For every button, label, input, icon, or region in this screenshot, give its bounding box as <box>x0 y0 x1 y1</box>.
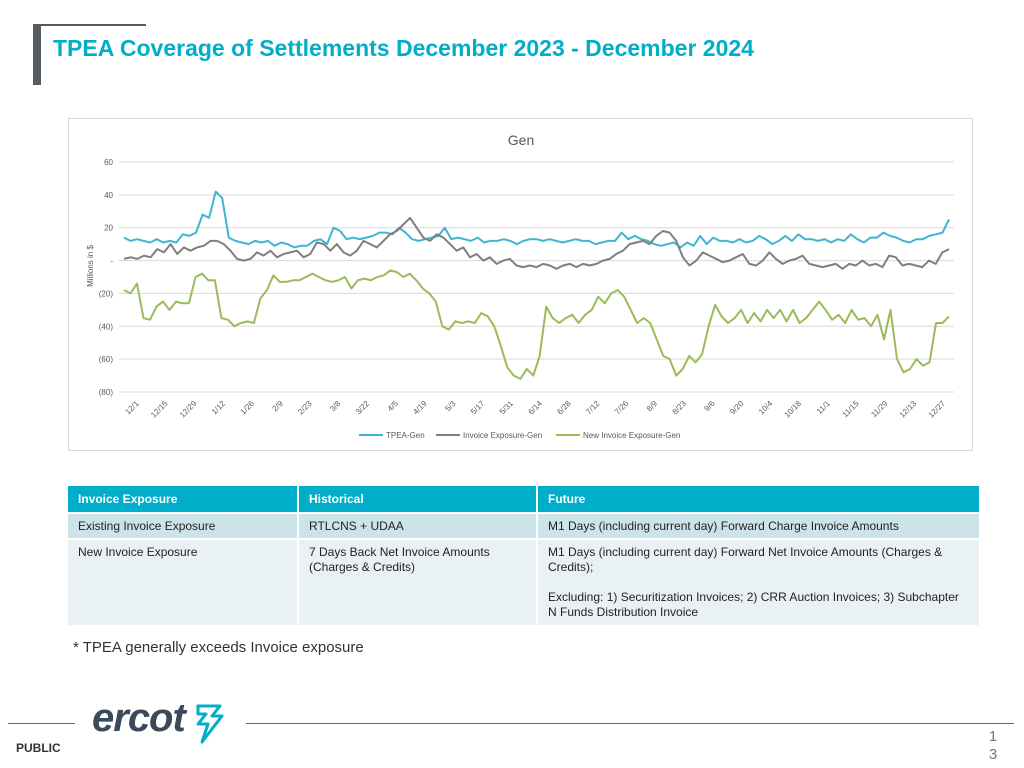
title-accent-line <box>33 24 146 26</box>
y-tick-label: 60 <box>104 158 113 167</box>
gen-line-chart: Gen Millions in $ 60 40 20 - (20) (40) (60) (80) 1… <box>86 132 954 440</box>
invoice-exposure-table: Invoice Exposure Historical Future Exist… <box>68 486 981 625</box>
x-tick-label: 12/1 <box>123 399 141 417</box>
x-tick-label: 2/23 <box>296 399 314 417</box>
x-tick-label: 8/9 <box>645 399 660 414</box>
footnote: * TPEA generally exceeds Invoice exposur… <box>73 639 364 656</box>
column-header: Future <box>537 486 981 513</box>
public-label: PUBLIC <box>16 741 61 755</box>
x-tick-label: 5/31 <box>498 399 516 417</box>
y-tick-label: 40 <box>104 191 113 200</box>
x-tick-label: 6/28 <box>555 399 573 417</box>
y-tick-label: (80) <box>99 388 114 397</box>
x-tick-label: 9/6 <box>702 399 717 414</box>
x-tick-label: 1/26 <box>239 399 257 417</box>
legend-label: TPEA-Gen <box>386 431 425 440</box>
y-axis-label: Millions in $ <box>86 245 95 287</box>
table-cell: M1 Days (including current day) Forward … <box>537 538 981 625</box>
x-tick-label: 12/15 <box>149 399 170 420</box>
y-tick-label: - <box>110 257 113 266</box>
title-accent-bar <box>33 24 41 85</box>
table-header-row: Invoice Exposure Historical Future <box>68 486 981 513</box>
invoice-exposure-gen-line <box>123 216 950 270</box>
x-tick-label: 5/3 <box>443 399 458 414</box>
table-cell: Existing Invoice Exposure <box>68 512 299 539</box>
page-title: TPEA Coverage of Settlements December 20… <box>53 35 754 61</box>
y-tick-label: (40) <box>99 322 114 331</box>
chart-container: Gen Millions in $ 60 40 20 - (20) (40) (60) (80) 1… <box>68 118 973 451</box>
footer-divider-right <box>246 723 1014 724</box>
new-invoice-exposure-gen-line <box>123 269 950 380</box>
chart-title: Gen <box>508 132 534 148</box>
x-tick-label: 5/17 <box>469 399 487 417</box>
table-cell: M1 Days (including current day) Forward … <box>537 512 981 539</box>
table-cell: 7 Days Back Net Invoice Amounts (Charges… <box>298 538 538 625</box>
x-tick-label: 4/19 <box>411 399 429 417</box>
x-tick-label: 10/18 <box>783 399 804 420</box>
x-tick-label: 10/4 <box>757 399 775 417</box>
x-tick-label: 3/8 <box>328 399 343 414</box>
x-tick-label: 9/20 <box>728 399 746 417</box>
x-tick-label: 11/15 <box>841 399 861 419</box>
table-row: New Invoice Exposure 7 Days Back Net Inv… <box>68 538 981 625</box>
x-tick-label: 7/26 <box>613 399 631 417</box>
x-tick-label: 6/14 <box>527 399 545 417</box>
x-tick-label: 11/29 <box>869 399 889 419</box>
page-number: 1 3 <box>988 728 998 763</box>
y-tick-label: 20 <box>104 224 113 233</box>
x-tick-label: 12/29 <box>178 399 199 420</box>
table-cell: RTLCNS + UDAA <box>298 512 538 539</box>
x-tick-label: 12/27 <box>926 399 947 420</box>
y-tick-label: (60) <box>99 355 114 364</box>
x-tick-label: 3/22 <box>354 399 372 417</box>
x-tick-label: 7/12 <box>584 399 602 417</box>
x-tick-label: 1/12 <box>210 399 228 417</box>
future-text-1: M1 Days (including current day) Forward … <box>548 545 943 574</box>
legend-label: New Invoice Exposure-Gen <box>583 431 680 440</box>
table-cell: New Invoice Exposure <box>68 538 299 625</box>
x-tick-label: 4/5 <box>386 399 401 414</box>
column-header: Historical <box>298 486 538 513</box>
x-tick-label: 8/23 <box>671 399 689 417</box>
footer-divider-left <box>8 723 75 724</box>
future-text-2: Excluding: 1) Securitization Invoices; 2… <box>548 590 959 619</box>
legend-label: Invoice Exposure-Gen <box>463 431 542 440</box>
x-tick-label: 2/9 <box>271 399 286 414</box>
table-row: Existing Invoice Exposure RTLCNS + UDAA … <box>68 512 981 539</box>
ercot-logo: ercot <box>92 696 232 752</box>
x-tick-label: 12/13 <box>898 399 919 420</box>
y-tick-label: (20) <box>99 289 114 298</box>
x-tick-label: 11/1 <box>815 399 832 416</box>
tpea-gen-line <box>123 190 950 249</box>
logo-text: ercot <box>92 696 186 740</box>
ercot-bolt-icon <box>196 704 224 744</box>
column-header: Invoice Exposure <box>68 486 299 513</box>
